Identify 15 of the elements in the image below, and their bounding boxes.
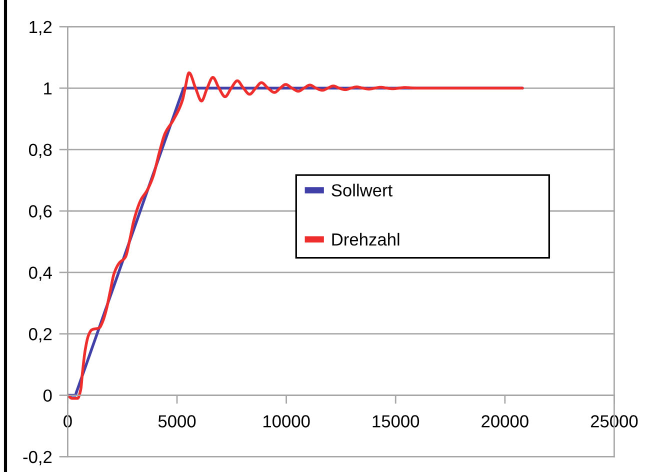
legend-label: Sollwert <box>332 184 392 196</box>
y-tick-label: 1 <box>44 82 52 94</box>
y-tick-label: 0,4 <box>28 266 52 281</box>
x-tick-label: 20000 <box>482 415 528 428</box>
legend-label: Drehzahl <box>332 232 400 246</box>
x-tick-label: 25000 <box>590 415 638 428</box>
y-tick-label: 1,2 <box>30 20 52 36</box>
x-tick-label: 10000 <box>263 415 310 428</box>
y-tick-label: 0,6 <box>28 205 52 220</box>
y-tick-label: 0 <box>43 389 52 402</box>
y-tick-label: 0,8 <box>28 144 52 158</box>
x-tick-label: 5000 <box>158 415 196 428</box>
y-tick-label: 0,2 <box>28 328 52 342</box>
y-tick-label: -0,2 <box>23 450 52 466</box>
x-tick-label: 15000 <box>372 415 420 428</box>
